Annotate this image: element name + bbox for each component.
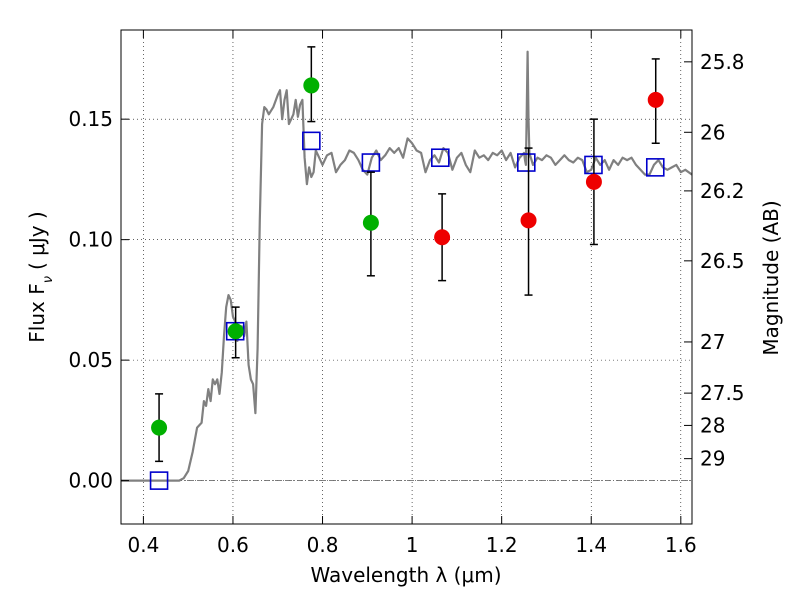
observed-flux-point bbox=[434, 229, 451, 246]
model-photometry-square bbox=[361, 153, 381, 172]
y2-tick-label: 26.2 bbox=[700, 179, 745, 203]
y-axis-label: Flux Fν ( μJy ) bbox=[25, 211, 56, 342]
model-photometry-square bbox=[431, 148, 450, 168]
x-tick-label: 1 bbox=[406, 533, 419, 557]
model-photometry-square bbox=[516, 153, 536, 172]
x-tick-label: 1.2 bbox=[486, 533, 518, 557]
y-tick-label: 0.15 bbox=[68, 107, 113, 131]
y2-axis-label: Magnitude (AB) bbox=[759, 200, 783, 355]
y-tick-label: 0.10 bbox=[68, 228, 113, 252]
x-tick-label: 1.4 bbox=[575, 533, 607, 557]
model-photometry-square bbox=[645, 158, 665, 177]
observed-flux-point bbox=[303, 77, 320, 94]
x-tick-label: 0.4 bbox=[127, 533, 159, 557]
observed-flux-point bbox=[647, 91, 664, 108]
y2-tick-label: 26.5 bbox=[700, 249, 745, 273]
y-tick-label: 0.00 bbox=[68, 469, 113, 493]
y2-tick-label: 27.5 bbox=[700, 381, 745, 405]
model-photometry-square bbox=[302, 131, 321, 151]
y2-tick-label: 27 bbox=[700, 330, 725, 354]
model-photometry-square bbox=[149, 471, 169, 490]
x-tick-label: 0.8 bbox=[307, 533, 339, 557]
y2-tick-label: 29 bbox=[700, 447, 725, 471]
y2-tick-label: 25.8 bbox=[700, 50, 745, 74]
plot-frame bbox=[120, 29, 693, 525]
y2-tick-label: 28 bbox=[700, 413, 725, 437]
plot-background bbox=[121, 30, 692, 524]
x-tick-label: 0.6 bbox=[217, 533, 249, 557]
y2-tick-label: 26 bbox=[700, 120, 725, 144]
observed-flux-point bbox=[362, 214, 379, 231]
observed-flux-point bbox=[227, 323, 244, 340]
y-tick-label: 0.05 bbox=[68, 348, 113, 372]
y-axis-label-sub: ν bbox=[41, 276, 56, 283]
axis-ticks: 0.4 0.6 0.8 1 1.2 1.4 1.6 0.00 0.05 0.10 0.15 25.8 2… bbox=[68, 30, 745, 557]
observed-flux-point bbox=[520, 212, 537, 229]
observed-flux-point bbox=[151, 419, 168, 436]
x-axis-label: Wavelength λ (μm) bbox=[310, 563, 501, 587]
y-axis-label-unit: ( μJy ) bbox=[25, 211, 49, 270]
observed-flux-point bbox=[585, 173, 602, 190]
data-markers bbox=[149, 46, 665, 490]
y-axis-label-main: Flux F bbox=[25, 283, 49, 342]
x-tick-label: 1.6 bbox=[665, 533, 697, 557]
